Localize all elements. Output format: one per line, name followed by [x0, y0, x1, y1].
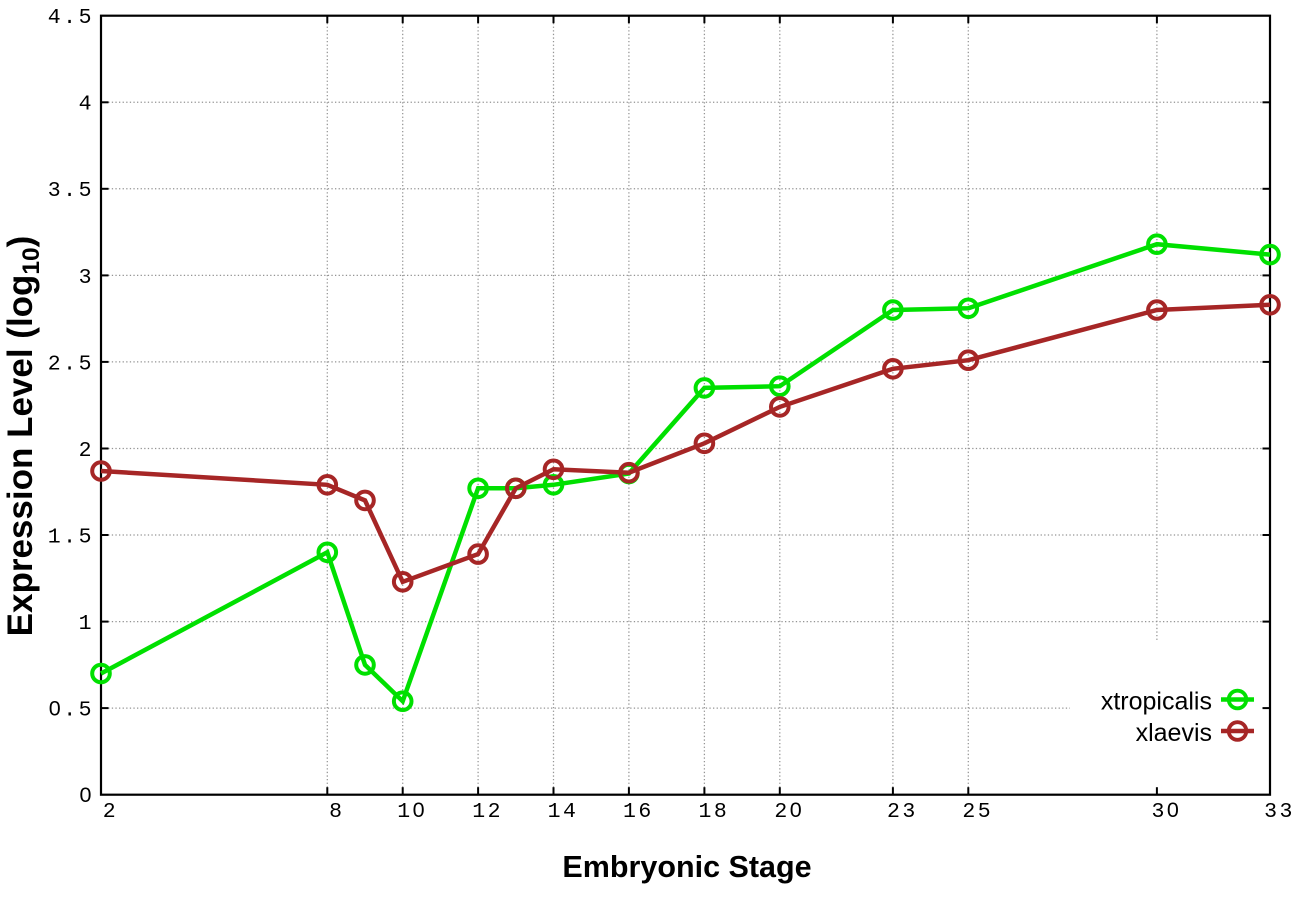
svg-text:0: 0 — [80, 783, 94, 807]
svg-text:Expression Level (log10): Expression Level (log10) — [1, 236, 45, 637]
svg-text:3: 3 — [79, 266, 94, 290]
svg-text:Embryonic Stage: Embryonic Stage — [562, 850, 811, 884]
svg-text:23: 23 — [887, 800, 918, 824]
svg-text:2: 2 — [103, 800, 118, 824]
svg-text:12: 12 — [472, 800, 503, 824]
svg-text:3.5: 3.5 — [48, 179, 94, 203]
svg-text:0.5: 0.5 — [49, 697, 94, 723]
svg-text:33: 33 — [1264, 800, 1295, 824]
svg-text:1.5: 1.5 — [48, 525, 94, 549]
svg-text:1: 1 — [79, 612, 94, 636]
svg-text:25: 25 — [962, 800, 993, 824]
svg-text:2: 2 — [79, 439, 94, 463]
svg-text:2.5: 2.5 — [48, 352, 94, 376]
svg-text:10: 10 — [397, 798, 427, 824]
svg-text:xtropicalis: xtropicalis — [1101, 688, 1212, 716]
svg-text:30: 30 — [1151, 798, 1181, 824]
svg-text:14: 14 — [548, 800, 579, 824]
svg-text:8: 8 — [329, 800, 344, 824]
svg-text:4.5: 4.5 — [48, 6, 94, 30]
svg-text:4: 4 — [79, 93, 94, 117]
svg-text:16: 16 — [623, 800, 654, 824]
svg-text:18: 18 — [698, 800, 729, 824]
svg-text:20: 20 — [774, 798, 804, 824]
svg-text:xlaevis: xlaevis — [1136, 719, 1212, 747]
